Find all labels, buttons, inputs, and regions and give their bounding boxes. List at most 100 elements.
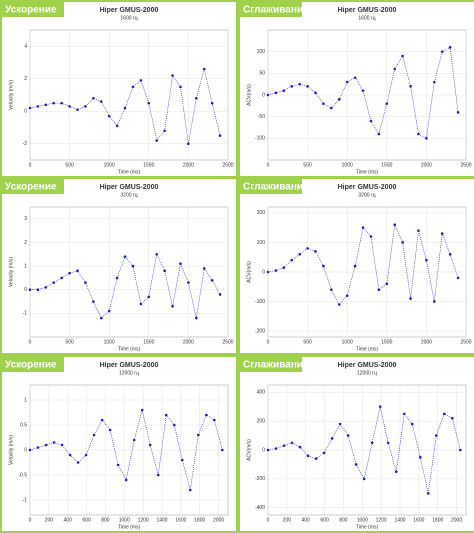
y-tick-label: 4 — [24, 44, 27, 50]
y-tick-label: 2 — [24, 240, 27, 246]
data-point — [132, 438, 136, 442]
data-point — [171, 74, 174, 77]
data-point — [68, 271, 71, 275]
data-point — [322, 264, 325, 268]
x-tick-label: 2000 — [421, 339, 432, 345]
data-point — [456, 111, 460, 114]
data-point — [306, 247, 309, 250]
data-point — [369, 235, 373, 238]
data-point — [345, 80, 349, 84]
panel-label-bg — [240, 357, 302, 372]
data-point — [107, 114, 111, 118]
y-tick-label: -50 — [258, 114, 265, 120]
data-point — [410, 422, 414, 426]
data-point — [306, 454, 310, 458]
y-tick-label: -1 — [23, 497, 28, 503]
data-point — [322, 451, 326, 455]
data-point — [394, 470, 398, 473]
data-point — [330, 437, 334, 440]
y-tick-label: 100 — [257, 240, 266, 246]
data-point — [362, 477, 366, 481]
data-point — [282, 444, 286, 447]
data-point — [377, 288, 381, 292]
x-tick-label: 800 — [101, 517, 110, 523]
data-point — [440, 50, 444, 53]
data-point — [266, 270, 270, 274]
data-point — [123, 255, 127, 258]
panel-label: Сглаживание — [243, 5, 309, 16]
chart-subtitle: 1600 гц — [358, 15, 375, 21]
data-point — [172, 423, 176, 427]
panel-label: Ускорение — [5, 360, 57, 371]
data-point — [84, 281, 87, 284]
y-tick-label: 200 — [257, 418, 266, 424]
data-point — [44, 286, 48, 289]
y-tick-label: -400 — [255, 505, 265, 511]
data-point — [44, 103, 48, 107]
data-point — [385, 282, 389, 286]
data-point — [298, 252, 301, 256]
data-point — [92, 300, 95, 303]
data-point — [330, 288, 333, 292]
chart-subtitle: 1600 гц — [120, 15, 137, 21]
data-point — [205, 413, 208, 417]
y-tick-label: 50 — [259, 71, 265, 77]
y-tick-label: -100 — [255, 136, 265, 142]
x-tick-label: 1400 — [156, 517, 167, 523]
data-point — [425, 137, 428, 140]
data-point — [218, 293, 222, 296]
data-point — [401, 54, 404, 58]
data-point — [163, 129, 166, 133]
data-point — [210, 278, 214, 282]
data-point — [195, 316, 198, 320]
data-point — [435, 434, 438, 437]
data-point — [44, 443, 48, 447]
x-tick-label: 1800 — [194, 517, 205, 523]
y-axis-label: Velocity (m/s) — [8, 80, 14, 110]
data-point — [52, 101, 56, 105]
data-point — [140, 408, 144, 412]
chart-title: Hiper GMUS-2000 — [338, 362, 397, 369]
x-tick-label: 1200 — [138, 517, 149, 523]
data-point — [107, 309, 111, 313]
y-tick-label: -0.5 — [18, 472, 27, 478]
x-tick-label: 0 — [267, 517, 270, 523]
data-point — [346, 434, 350, 437]
y-tick-label: 2 — [24, 76, 27, 82]
chart-subtitle: 3200 гц — [358, 192, 375, 198]
data-point — [298, 82, 301, 86]
data-point — [147, 101, 151, 105]
data-point — [417, 132, 420, 136]
y-tick-label: -200 — [255, 476, 265, 482]
data-point — [123, 106, 127, 110]
panel-label: Сглаживание — [243, 360, 309, 371]
data-point — [221, 448, 224, 452]
data-point — [179, 85, 182, 89]
data-point — [164, 413, 168, 417]
x-tick-label: 1000 — [357, 517, 368, 523]
data-point — [84, 105, 87, 108]
data-point — [306, 85, 309, 88]
data-point — [378, 405, 382, 408]
data-point — [148, 443, 152, 447]
data-point — [298, 445, 302, 449]
x-axis-label: Time (ms) — [118, 169, 141, 175]
x-axis-label: Time (ms) — [356, 524, 379, 530]
data-point — [337, 98, 341, 101]
x-tick-label: 200 — [283, 517, 292, 523]
data-point — [195, 96, 198, 100]
data-point — [369, 119, 373, 123]
x-tick-label: 1600 — [175, 517, 186, 523]
x-axis-label: Time (ms) — [118, 524, 141, 530]
y-tick-label: 1 — [24, 263, 27, 269]
data-point — [361, 89, 365, 92]
chart-title: Hiper GMUS-2000 — [338, 7, 397, 14]
data-point — [115, 276, 119, 280]
data-point — [426, 492, 430, 495]
data-point — [282, 89, 286, 92]
x-tick-label: 800 — [339, 517, 348, 523]
x-tick-label: 1000 — [104, 339, 115, 345]
data-point — [76, 269, 79, 273]
